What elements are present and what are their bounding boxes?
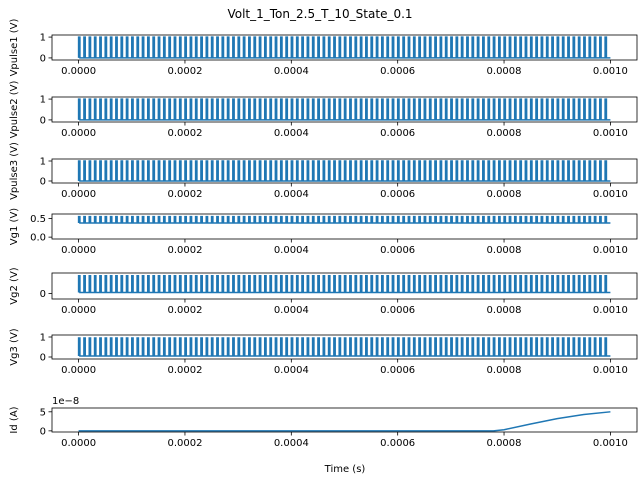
x-tick-label: 0.0008 (487, 128, 522, 139)
x-tick-label: 0.0006 (380, 189, 415, 200)
panel-vpulse2: 0.0000 0.0002 0.0004 0.0006 0.0008 0.0010 0 1 Vp… (9, 80, 638, 139)
axes-frame-vg3 (51, 334, 638, 360)
series-line-id (78, 411, 611, 432)
series-line-vpulse1 (77, 36, 611, 59)
x-tick-label: 0.0010 (593, 305, 628, 316)
x-tick-label: 0.0000 (61, 438, 96, 449)
series-line-vg2 (77, 275, 611, 294)
x-axis-label: Time (s) (324, 464, 366, 475)
panel-vg1: 0.0000 0.0002 0.0004 0.0006 0.0008 0.0010 0.0 0… (9, 208, 638, 256)
x-tick-label: 0.0006 (380, 365, 415, 376)
x-tick-label: 0.0010 (593, 365, 628, 376)
series-line-vpulse2 (77, 98, 611, 121)
x-tick-label: 0.0010 (593, 438, 628, 449)
x-tick-label: 0.0010 (593, 189, 628, 200)
axes-frame-vpulse1 (51, 34, 638, 61)
y-tick-label: 0 (40, 115, 46, 126)
y-tick-label: 0.5 (30, 214, 46, 225)
y-axis-label-vpulse2: Vpulse2 (V) (9, 80, 20, 138)
panel-vg2: 0.0000 0.0002 0.0004 0.0006 0.0008 0.0010 0 Vg2… (9, 267, 638, 316)
series-line-vg3 (77, 337, 611, 357)
x-tick-label: 0.0008 (487, 305, 522, 316)
x-tick-label: 0.0004 (274, 128, 309, 139)
axes-frame-vpulse3 (51, 158, 638, 184)
axes-frame-vpulse2 (51, 96, 638, 123)
axes-frame-vg1 (51, 213, 638, 240)
y-tick-label: 0 (40, 426, 46, 437)
x-tick-label: 0.0000 (61, 305, 96, 316)
y-tick-label: 0 (40, 177, 46, 188)
y-tick-label: 1 (40, 157, 46, 168)
x-tick-label: 0.0008 (487, 66, 522, 77)
x-tick-label: 0.0008 (487, 365, 522, 376)
panel-vpulse1: 0.0000 0.0002 0.0004 0.0006 0.0008 0.0010 0 1 Vp… (9, 18, 638, 77)
y-tick-label: 1 (40, 33, 46, 44)
x-tick-label: 0.0008 (487, 245, 522, 256)
x-tick-label: 0.0004 (274, 66, 309, 77)
y-tick-label: 1 (40, 333, 46, 344)
y-tick-label: 0 (40, 53, 46, 64)
x-tick-label: 0.0006 (380, 438, 415, 449)
y-axis-label-vg1: Vg1 (V) (9, 208, 20, 245)
x-tick-label: 0.0006 (380, 66, 415, 77)
x-tick-label: 0.0004 (274, 438, 309, 449)
y-tick-label: 5 (40, 407, 46, 418)
axes-frame-vg2 (51, 272, 638, 300)
y-tick-label: 0.0 (30, 233, 46, 244)
x-tick-label: 0.0010 (593, 66, 628, 77)
y-axis-label-vpulse1: Vpulse1 (V) (9, 18, 20, 76)
x-tick-label: 0.0008 (487, 438, 522, 449)
x-tick-label: 0.0000 (61, 365, 96, 376)
y-tick-label: 0 (40, 353, 46, 364)
x-tick-label: 0.0002 (167, 438, 202, 449)
x-tick-label: 0.0004 (274, 189, 309, 200)
x-tick-label: 0.0002 (167, 128, 202, 139)
y-tick-label: 1 (40, 95, 46, 106)
x-tick-label: 0.0002 (167, 66, 202, 77)
x-tick-label: 0.0000 (61, 245, 96, 256)
y-axis-label-vpulse3: Vpulse3 (V) (9, 142, 20, 200)
axes-frame-id (51, 407, 638, 433)
chart-title: Volt_1_Ton_2.5_T_10_State_0.1 (227, 7, 412, 21)
x-tick-label: 0.0006 (380, 245, 415, 256)
y-tick-label: 0 (40, 289, 46, 300)
x-tick-label: 0.0000 (61, 189, 96, 200)
x-tick-label: 0.0006 (380, 305, 415, 316)
panel-vpulse3: 0.0000 0.0002 0.0004 0.0006 0.0008 0.0010 0 1 Vp… (9, 142, 638, 200)
x-tick-label: 0.0004 (274, 305, 309, 316)
panels: 0.0000 0.0002 0.0004 0.0006 0.0008 0.001001Vp… (9, 18, 638, 449)
y-axis-label-vg2: Vg2 (V) (9, 267, 20, 304)
x-tick-label: 0.0000 (61, 128, 96, 139)
panel-id: 0.0000 0.0002 0.0004 0.0006 0.0008 0.0010 0 5 Id… (9, 396, 638, 449)
x-tick-label: 0.0004 (274, 365, 309, 376)
x-tick-label: 0.0006 (380, 128, 415, 139)
x-tick-label: 0.0002 (167, 245, 202, 256)
x-tick-label: 0.0002 (167, 365, 202, 376)
x-tick-label: 0.0002 (167, 305, 202, 316)
series-line-vpulse3 (77, 160, 611, 182)
y-axis-label-id: Id (A) (9, 406, 20, 433)
x-tick-label: 0.0008 (487, 189, 522, 200)
y-axis-label-vg3: Vg3 (V) (9, 328, 20, 365)
x-tick-label: 0.0010 (593, 128, 628, 139)
series-line-vg1 (77, 215, 611, 224)
x-tick-label: 0.0002 (167, 189, 202, 200)
x-tick-label: 0.0004 (274, 245, 309, 256)
x-tick-label: 0.0000 (61, 66, 96, 77)
x-tick-label: 0.0010 (593, 245, 628, 256)
y-offset-label: 1e−8 (52, 396, 79, 407)
panel-vg3: 0.0000 0.0002 0.0004 0.0006 0.0008 0.0010 0 1 Vg… (9, 328, 638, 376)
